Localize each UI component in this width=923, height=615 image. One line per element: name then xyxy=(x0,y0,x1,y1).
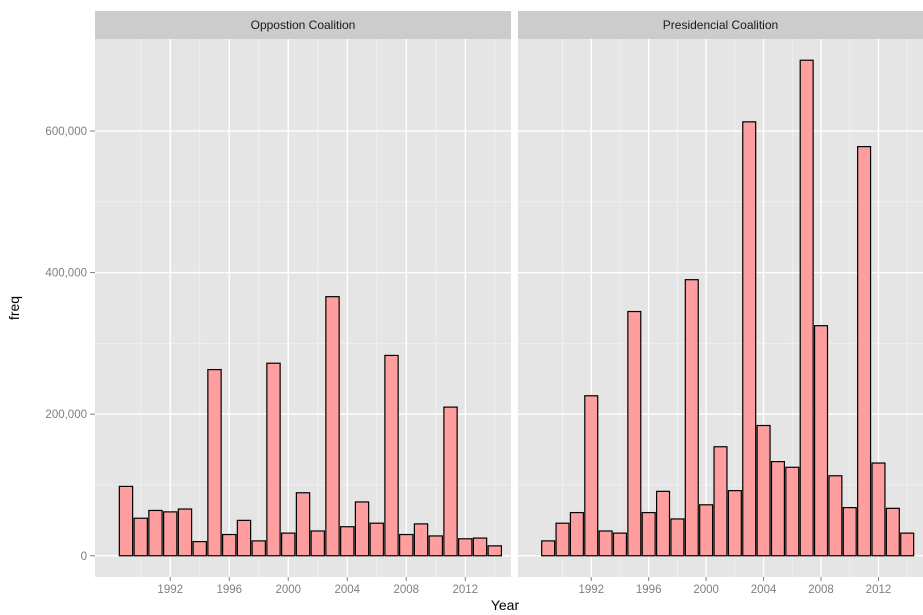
bar-2005 xyxy=(770,461,786,557)
bar-1993 xyxy=(598,530,613,557)
bar-1992 xyxy=(162,511,178,557)
x-tick-label: 1996 xyxy=(216,584,242,596)
y-tick-label: 200,000 xyxy=(45,409,87,421)
bar-2004 xyxy=(756,424,771,557)
bar-1991 xyxy=(569,511,584,557)
bar-2006 xyxy=(369,522,384,557)
panel-presidential: Presidencial Coalition 1992 1996 2000 2004 20… xyxy=(518,11,923,596)
bar-2010 xyxy=(842,507,857,557)
bar-2005 xyxy=(354,501,370,557)
x-tick-label: 2008 xyxy=(808,584,834,596)
x-tick-label: 1992 xyxy=(157,584,183,596)
bar-2013 xyxy=(885,507,900,557)
bar-2006 xyxy=(785,466,800,557)
bar-1997 xyxy=(236,519,252,557)
bar-1993 xyxy=(177,508,193,557)
bar-1992 xyxy=(584,395,599,557)
bar-2009 xyxy=(828,475,843,557)
bar-1989 xyxy=(118,485,134,557)
bar-2010 xyxy=(428,535,444,557)
bar-2012 xyxy=(871,462,886,557)
x-tick-label: 2012 xyxy=(452,584,478,596)
x-tick-label: 2012 xyxy=(866,584,892,596)
bar-2008 xyxy=(813,325,829,557)
bar-2001 xyxy=(713,446,728,557)
facet-strip xyxy=(518,11,923,39)
bar-1996 xyxy=(641,511,656,557)
bar-1999 xyxy=(684,279,699,557)
panel-opposition: Oppostion Coalition 1992 1996 2000 2004 2008 2… xyxy=(95,11,511,596)
chart-panels: Oppostion Coalition 1992 1996 2000 2004 2008 2… xyxy=(95,11,923,596)
bar-2012 xyxy=(458,538,473,557)
bar-1990 xyxy=(555,522,570,557)
y-axis-title: freq xyxy=(6,296,22,320)
x-tick-label: 2000 xyxy=(693,584,719,596)
bar-2014 xyxy=(900,532,915,557)
bar-2011 xyxy=(443,406,458,557)
bar-1995 xyxy=(207,368,222,557)
x-tick-label: 1996 xyxy=(636,584,662,596)
bar-1994 xyxy=(612,532,628,557)
bar-2008 xyxy=(399,533,414,557)
bar-1998 xyxy=(670,518,685,557)
bar-1999 xyxy=(266,362,281,557)
bar-2007 xyxy=(384,354,399,557)
facet-strip-label: Presidencial Coalition xyxy=(663,18,778,32)
x-axis-title: Year xyxy=(491,597,520,613)
bar-1996 xyxy=(222,533,237,557)
x-tick-label: 2004 xyxy=(334,584,360,596)
bar-2001 xyxy=(295,492,311,557)
x-tick-label: 2000 xyxy=(275,584,301,596)
bar-2000 xyxy=(699,504,714,557)
bar-1995 xyxy=(627,310,642,557)
bar-2002 xyxy=(727,490,742,557)
panel-background xyxy=(95,39,511,577)
x-tick-label: 2008 xyxy=(393,584,419,596)
bar-2003 xyxy=(742,121,757,557)
bar-2011 xyxy=(857,146,872,557)
bar-1994 xyxy=(192,541,207,557)
x-tick-label: 2004 xyxy=(751,584,777,596)
bar-1989 xyxy=(541,540,556,557)
bar-1998 xyxy=(251,540,266,557)
facet-strip-label: Oppostion Coalition xyxy=(251,18,356,32)
facet-strip xyxy=(95,11,511,39)
bar-2009 xyxy=(413,523,429,557)
bar-2003 xyxy=(325,296,340,557)
x-tick-label: 1992 xyxy=(578,584,604,596)
bar-2002 xyxy=(310,530,325,557)
bar-1991 xyxy=(148,509,163,557)
y-axis: 0 200,000 400,000 600,000 xyxy=(45,126,95,563)
bar-2013 xyxy=(472,537,488,557)
y-tick-label: 400,000 xyxy=(45,268,87,280)
bar-2000 xyxy=(281,532,296,557)
bar-1990 xyxy=(133,517,148,557)
bar-2014 xyxy=(487,545,503,557)
y-tick-label: 0 xyxy=(81,551,87,563)
y-tick-label: 600,000 xyxy=(45,126,87,138)
bar-2004 xyxy=(340,526,355,557)
bar-2007 xyxy=(799,59,814,557)
bar-1997 xyxy=(655,490,671,557)
